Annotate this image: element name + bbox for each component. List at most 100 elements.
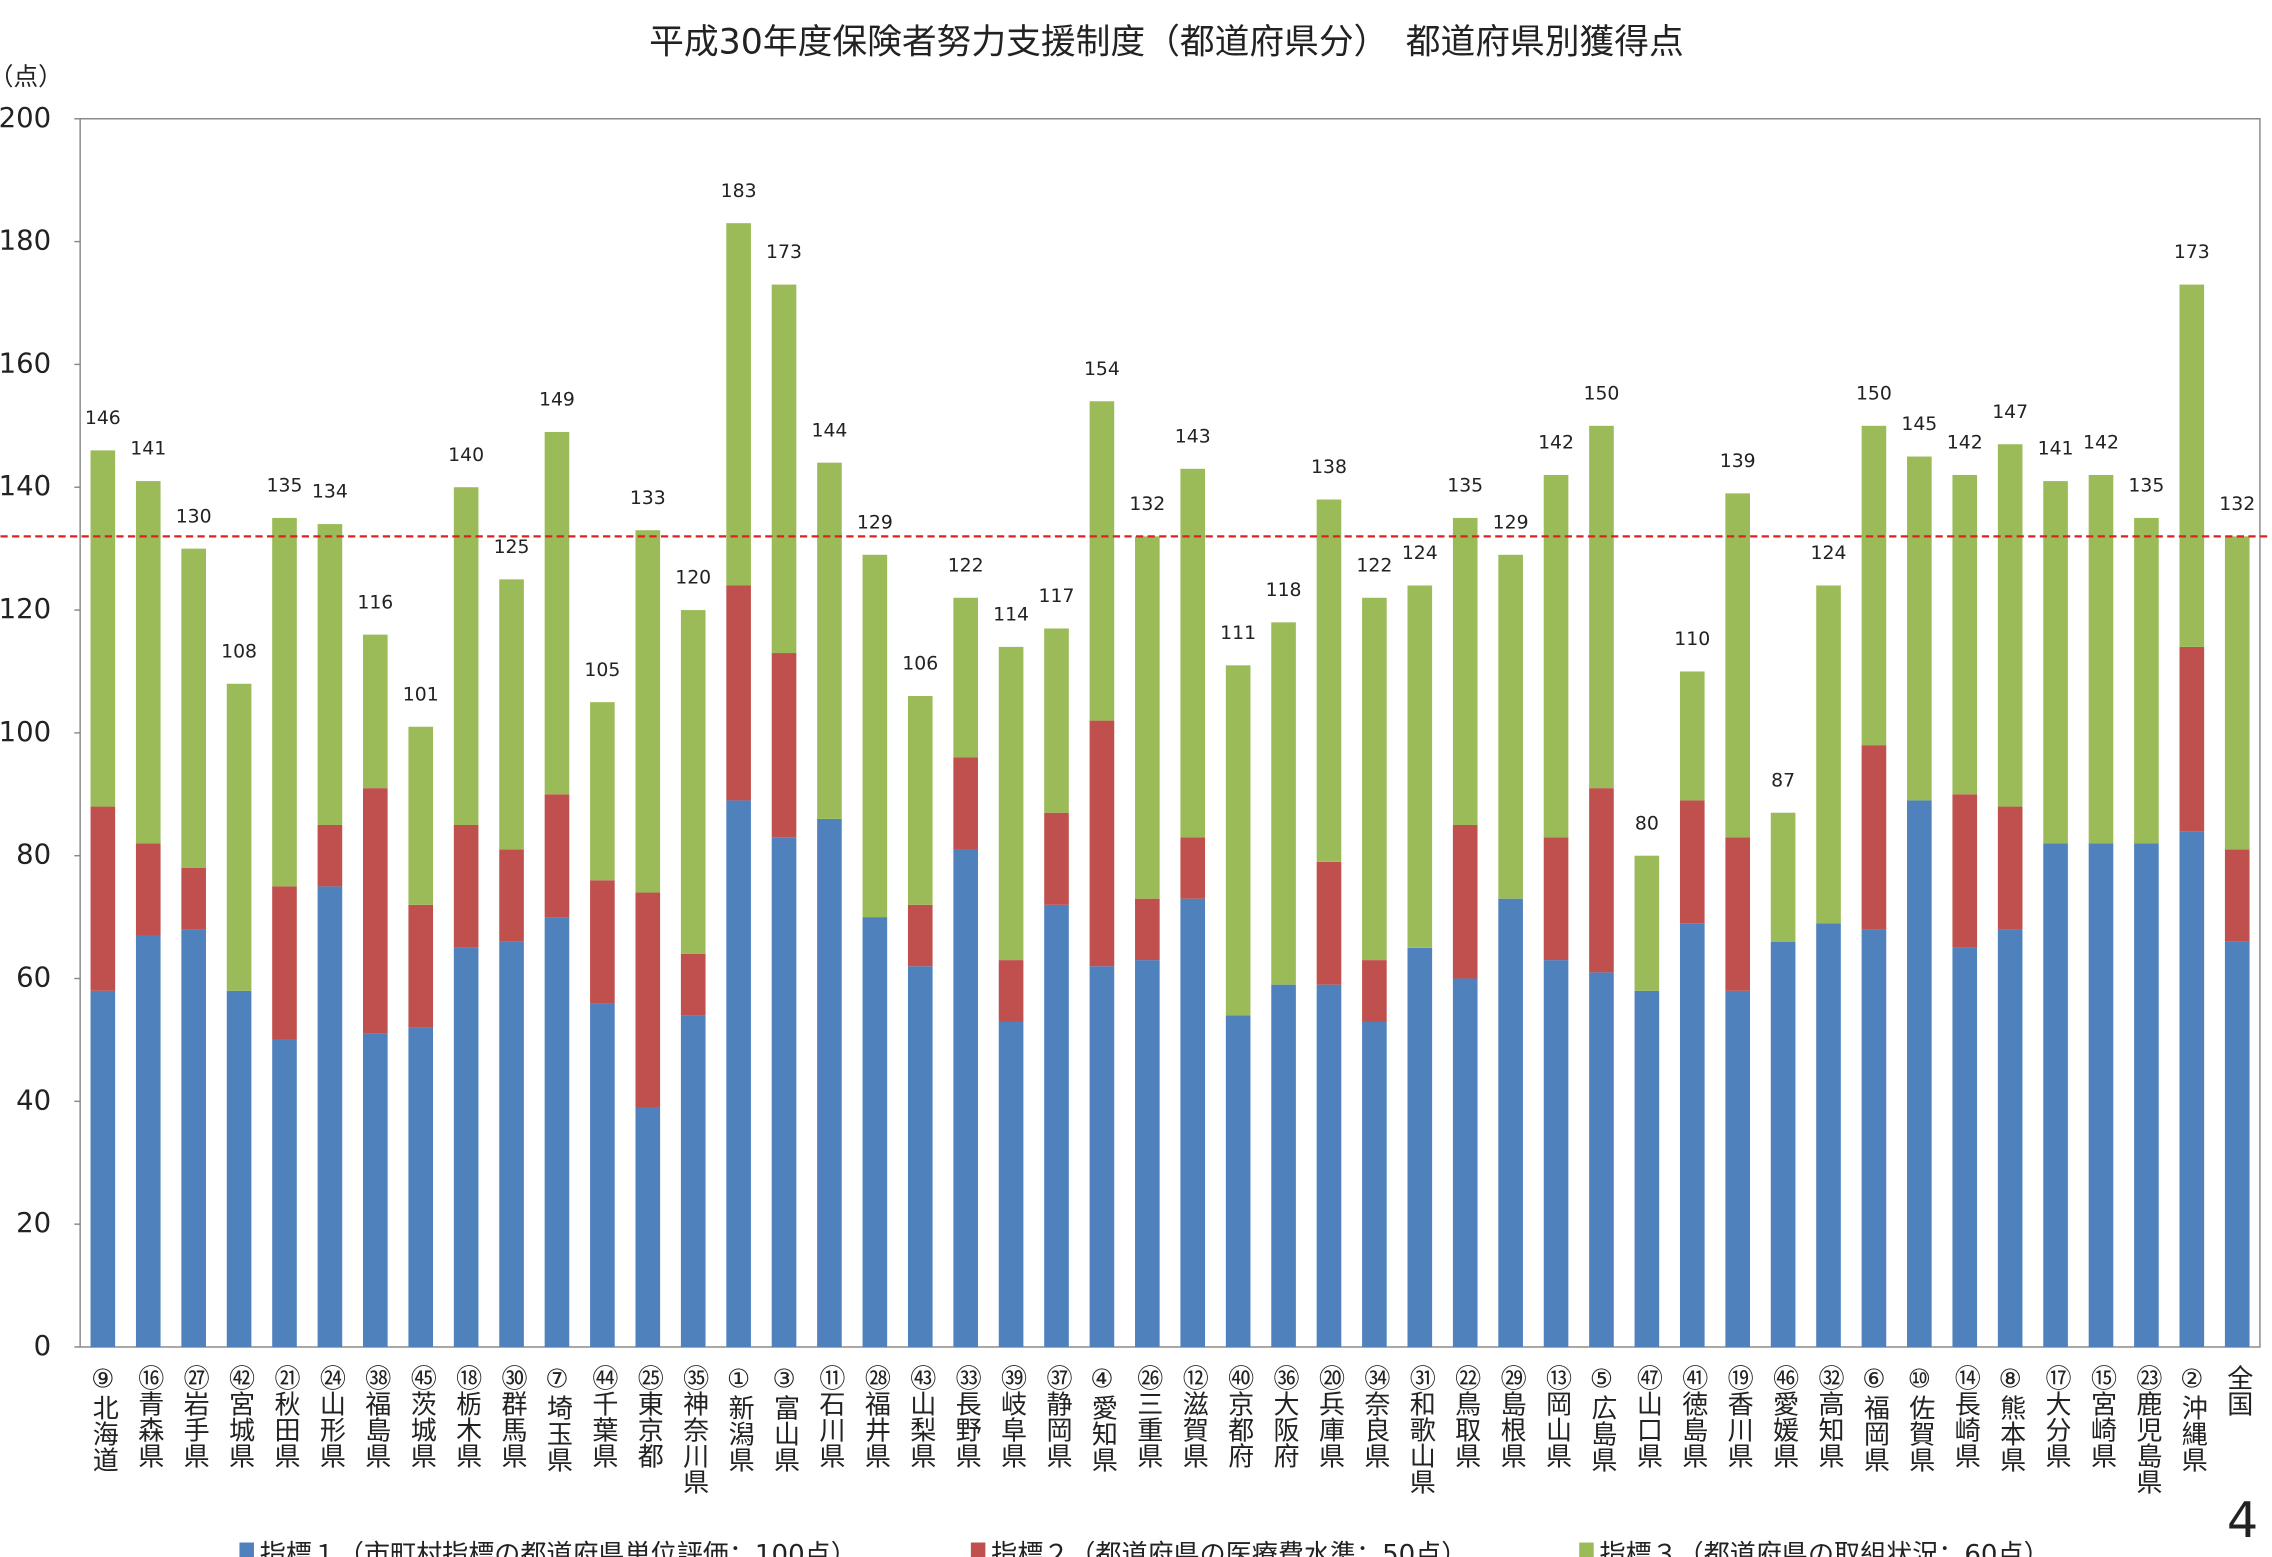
bar-segment [1089,401,1115,721]
bar-segment [680,953,706,1016]
total-label: 111 [1220,623,1256,644]
y-tick-label: 120 [0,593,51,625]
y-tick-label: 40 [16,1084,51,1116]
total-label: 173 [766,242,802,263]
x-tick-label: ㊵京都府 [1223,1364,1254,1468]
x-tick-label: ⑪石川県 [814,1364,845,1468]
bar-segment [771,837,797,1347]
bar-segment [1362,1021,1387,1347]
bar-segment [1679,800,1705,924]
total-label: 116 [357,592,393,613]
bar-segment [1679,923,1705,1347]
bar-segment [1770,812,1796,942]
bar-segment [499,579,524,850]
legend-swatch [239,1542,254,1557]
bar-segment [1089,720,1115,967]
x-tick-label: ⑦埼玉県 [542,1364,573,1472]
bar-segment [1089,966,1115,1347]
bar-segment [635,892,661,1108]
plot-frame [79,118,2261,1348]
bar-segment [181,867,206,930]
bar-segment [1907,456,1932,801]
bar-segment [635,1107,661,1347]
bar-segment [453,487,479,825]
bar-segment [2224,536,2250,850]
x-tick-label: ㊲静岡県 [1042,1364,1073,1468]
total-label: 141 [2038,439,2074,460]
bar-segment [1316,499,1342,862]
bar-segment [590,1003,615,1347]
bar-segment [1044,812,1069,905]
bar-segment [1543,474,1569,838]
x-tick-label: ⑱栃木県 [451,1364,482,1468]
bar-segment [1997,444,2023,807]
y-tick-label: 80 [16,839,51,871]
x-tick-label: ㉔山形県 [315,1364,346,1468]
bar-segment [408,1027,434,1347]
y-tick-label: 200 [0,102,51,134]
bar-segment [2224,849,2250,942]
x-tick-label: ㉛和歌山県 [1405,1364,1436,1494]
bar-segment [998,646,1024,961]
bar-segment [590,702,615,881]
x-tick-label: ①新潟県 [724,1364,755,1472]
bar-segment [90,990,116,1347]
total-label: 140 [448,445,484,466]
bar-segment [1952,474,1978,795]
bar-segment [1861,425,1887,746]
total-label: 129 [857,512,893,533]
bar-segment [90,450,116,807]
bar-segment [2179,284,2205,647]
bar-segment [317,524,343,825]
bar-segment [1543,837,1569,961]
bar-segment [1135,898,1160,961]
x-tick-label: ㊴岐阜県 [996,1364,1027,1468]
bar-segment [1044,904,1069,1347]
total-label: 146 [85,408,121,429]
total-label: 133 [630,488,666,509]
bar-segment [1997,929,2023,1347]
x-tick-label: ㊷宮城県 [224,1364,255,1468]
bar-segment [2043,843,2068,1347]
bar-segment [1452,978,1478,1347]
x-tick-label: 全国 [2222,1364,2253,1416]
bar-segment [862,554,888,918]
bar-segment [1498,554,1523,899]
total-label: 110 [1674,629,1710,650]
x-tick-label: ㉓鹿児島県 [2131,1364,2162,1494]
y-tick-label: 180 [0,225,51,257]
x-tick-label: ⑲香川県 [1723,1364,1754,1468]
y-axis-label: （点） [0,62,63,91]
bar-segment [1180,837,1206,899]
bar-segment [998,960,1024,1022]
total-label: 129 [1493,512,1529,533]
x-tick-label: ㊳福島県 [360,1364,391,1468]
bar-segment [817,462,842,819]
x-tick-label: ⑤広島県 [1586,1364,1616,1472]
bar-segment [2134,843,2159,1347]
x-tick-label: ㉙島根県 [1496,1364,1527,1468]
bar-segment [1362,960,1387,1022]
bar-segment [1225,1015,1251,1347]
bar-segment [1907,800,1932,1347]
bar-segment [2179,831,2205,1347]
x-tick-label: ㉑秋田県 [269,1364,300,1468]
x-tick-label: ㊸山梨県 [905,1364,936,1468]
bar-segment [907,696,933,905]
total-label: 80 [1635,813,1659,834]
bar-segment [680,1015,706,1347]
bar-segment [953,849,978,1347]
total-label: 105 [584,660,620,681]
x-tick-label: ⑨北海道 [88,1364,119,1472]
total-label: 132 [1129,494,1165,515]
legend-swatch [1579,1542,1594,1557]
bar-segment [2088,474,2114,844]
x-tick-label: ⑯青森県 [133,1364,164,1468]
total-label: 142 [1947,433,1983,454]
total-label: 150 [1583,383,1619,404]
bar-segment [2088,843,2114,1347]
bar-segment [544,917,570,1347]
bar-segment [272,1039,297,1347]
x-tick-label: ㊱大阪府 [1269,1364,1300,1468]
bar-segment [363,1033,388,1347]
